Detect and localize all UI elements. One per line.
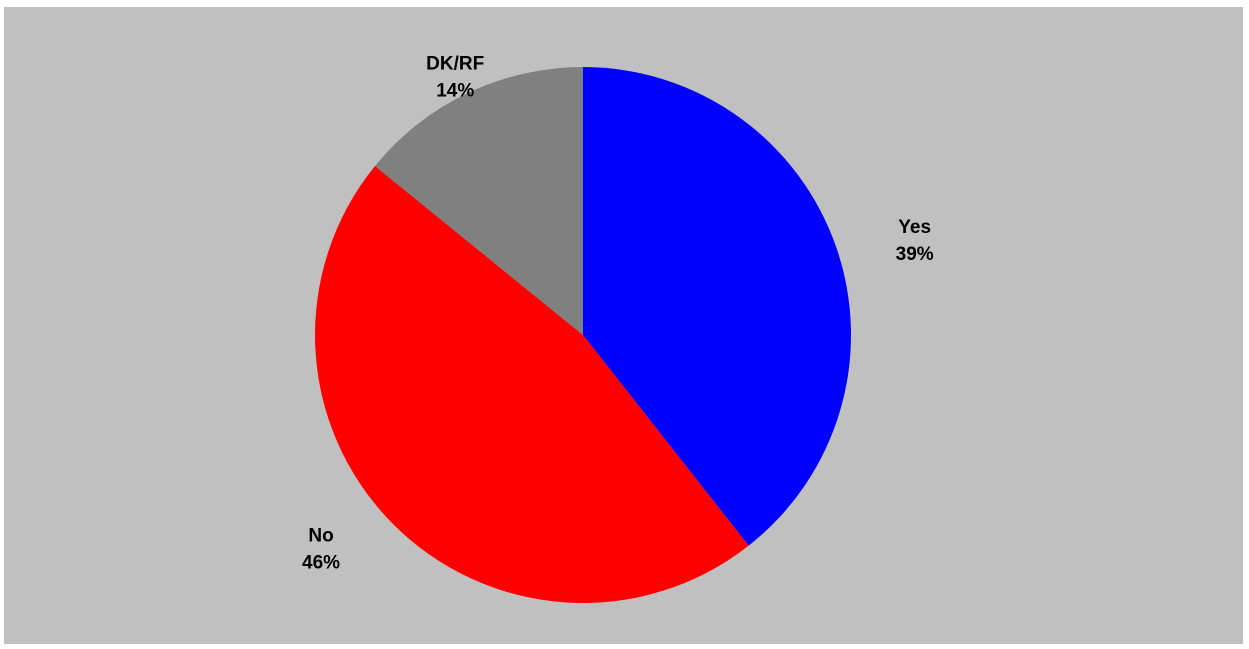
pie-chart: Yes 39% No 46% DK/RF 14%: [302, 53, 934, 603]
chart-area: Yes 39% No 46% DK/RF 14%: [4, 7, 1243, 644]
slice-category-label: Yes: [898, 217, 931, 238]
slice-label-no: No 46%: [302, 526, 340, 574]
slice-label-dk-rf: DK/RF 14%: [426, 53, 484, 101]
pie-slice-yes: [583, 67, 852, 546]
slice-percent-label: 14%: [436, 80, 474, 101]
slice-category-label: No: [308, 526, 333, 547]
slice-label-yes: Yes 39%: [896, 217, 934, 265]
pie-slice-dk-rf: [374, 66, 583, 335]
slice-percent-label: 39%: [896, 244, 934, 265]
slice-percent-label: 46%: [302, 553, 340, 574]
pie-slice-no: [314, 166, 749, 603]
slice-category-label: DK/RF: [426, 53, 484, 74]
